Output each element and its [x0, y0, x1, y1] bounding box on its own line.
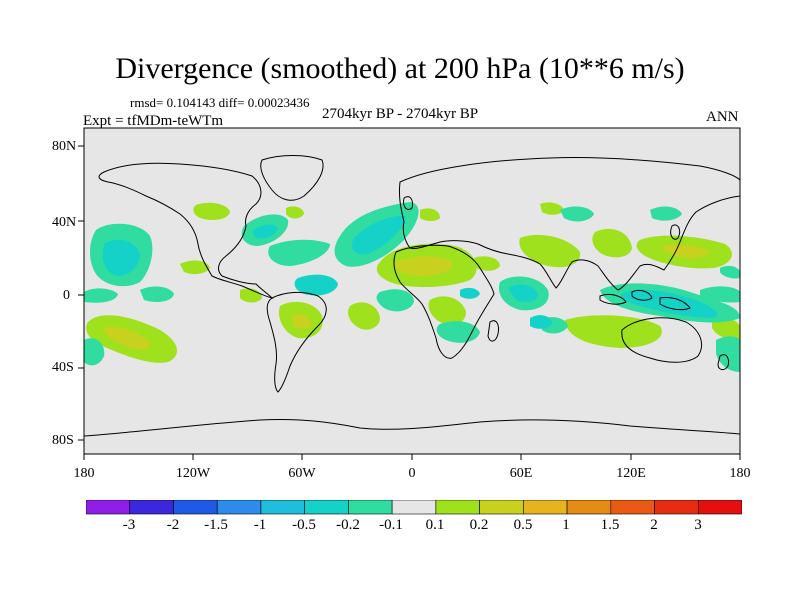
lon-label-180e: 180 — [729, 466, 751, 481]
colorbar-label: -0.2 — [336, 517, 360, 533]
colorbar-swatch — [173, 500, 218, 515]
colorbar-label: -1.5 — [204, 517, 228, 533]
colorbar-swatch — [216, 500, 262, 515]
colorbar-swatch — [523, 500, 568, 515]
lon-label-0: 0 — [408, 466, 416, 481]
plot-title: Divergence (smoothed) at 200 hPa (10**6 … — [115, 52, 685, 85]
colorbar-swatch — [697, 500, 742, 515]
colorbar-label: 1.5 — [600, 517, 620, 533]
north-america-coast — [98, 162, 274, 299]
colorbar-swatch — [391, 500, 437, 515]
negative-anomaly-fields — [84, 202, 740, 372]
colorbar-label: -0.5 — [292, 517, 316, 533]
colorbar-label: 2 — [650, 517, 658, 533]
maritime-continent-coast — [599, 289, 691, 311]
colorbar — [86, 500, 742, 515]
lat-label-40s: 40S — [52, 360, 74, 375]
africa-coast — [393, 244, 495, 359]
lat-label-40n: 40N — [52, 215, 77, 230]
season-label: ANN — [706, 109, 739, 125]
colorbar-label: -2 — [166, 517, 180, 533]
lat-label-0: 0 — [63, 288, 70, 303]
madagascar-coast — [487, 320, 499, 342]
colorbar-swatch — [610, 500, 655, 515]
colorbar-swatch — [260, 500, 305, 515]
lat-label-80n: 80N — [52, 139, 77, 154]
colorbar-swatch — [654, 500, 699, 515]
experiment-label: Expt = tfMDm-teWTm — [83, 113, 224, 129]
stats-label: rmsd= 0.104143 diff= 0.00023436 — [130, 95, 310, 110]
lon-label-60e: 60E — [509, 466, 533, 481]
south-america-coast — [266, 291, 327, 393]
positive-anomaly-fields — [86, 202, 740, 363]
colorbar-label: 3 — [694, 517, 702, 533]
antarctica-coast — [83, 418, 741, 437]
eurasia-coast — [399, 156, 741, 291]
australia-coast — [621, 317, 702, 363]
colorbar-label: 0.5 — [513, 517, 533, 533]
period-label: 2704kyr BP - 2704kyr BP — [322, 106, 479, 122]
colorbar-label: 0.1 — [425, 517, 445, 533]
colorbar-swatch — [129, 500, 174, 515]
new-zealand-coast — [717, 354, 729, 371]
colorbar-label: -1 — [253, 517, 267, 533]
axis-ticks — [78, 145, 741, 460]
colorbar-swatch — [304, 500, 349, 515]
colorbar-swatch — [566, 500, 612, 515]
lon-label-120w: 120W — [175, 466, 211, 481]
uk-coast — [403, 196, 413, 211]
colorbar-label: 0.2 — [469, 517, 489, 533]
lat-label-80s: 80S — [52, 433, 74, 448]
colorbar-swatch — [86, 500, 131, 515]
greenland-coast — [260, 155, 324, 201]
colorbar-swatch — [435, 500, 480, 515]
colorbar-label: -3 — [122, 517, 136, 533]
lon-label-180w: 180 — [73, 466, 95, 481]
lon-label-120e: 120E — [616, 466, 646, 481]
lon-label-60w: 60W — [288, 466, 316, 481]
colorbar-label: 1 — [562, 517, 570, 533]
coastlines — [83, 155, 741, 437]
colorbar-swatch — [348, 500, 393, 515]
japan-coast — [670, 224, 681, 240]
colorbar-label: -0.1 — [379, 517, 403, 533]
colorbar-swatch — [479, 500, 524, 515]
